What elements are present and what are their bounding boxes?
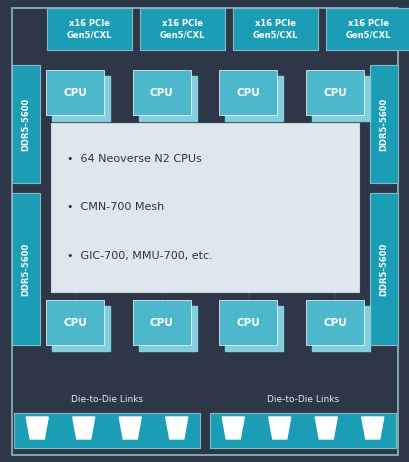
Bar (138, 306, 196, 351)
Text: Die-to-Die Links: Die-to-Die Links (71, 395, 143, 404)
Bar (14, 413, 200, 448)
Bar (369, 193, 397, 345)
Polygon shape (26, 417, 48, 439)
Text: •  GIC-700, MMU-700, etc.: • GIC-700, MMU-700, etc. (67, 251, 212, 261)
Polygon shape (222, 417, 244, 439)
Text: CPU: CPU (236, 317, 260, 328)
Text: CPU: CPU (236, 87, 260, 97)
Bar (311, 306, 369, 351)
Bar (139, 8, 225, 50)
Polygon shape (315, 417, 337, 439)
Text: CPU: CPU (63, 317, 87, 328)
Text: CPU: CPU (322, 87, 346, 97)
Polygon shape (165, 417, 187, 439)
Bar (133, 70, 190, 115)
Text: x16 PCIe
Gen5/CXL: x16 PCIe Gen5/CXL (252, 19, 297, 39)
Bar (305, 300, 363, 345)
Bar (46, 70, 104, 115)
Polygon shape (361, 417, 383, 439)
Text: Die-to-Die Links: Die-to-Die Links (266, 395, 338, 404)
Bar (12, 193, 40, 345)
Polygon shape (119, 417, 141, 439)
Text: CPU: CPU (149, 317, 173, 328)
Bar (369, 65, 397, 183)
Bar (133, 300, 190, 345)
Text: CPU: CPU (149, 87, 173, 97)
Polygon shape (268, 417, 290, 439)
Bar (12, 65, 40, 183)
Text: CPU: CPU (322, 317, 346, 328)
Text: DDR5-5600: DDR5-5600 (21, 243, 30, 296)
Bar (46, 300, 104, 345)
Text: •  CMN-700 Mesh: • CMN-700 Mesh (67, 202, 164, 213)
Bar (138, 76, 196, 121)
Bar (52, 76, 110, 121)
Text: CPU: CPU (63, 87, 87, 97)
Bar (209, 413, 395, 448)
Bar (47, 8, 132, 50)
Bar (52, 306, 110, 351)
Bar (305, 70, 363, 115)
Bar (225, 76, 283, 121)
Text: x16 PCIe
Gen5/CXL: x16 PCIe Gen5/CXL (345, 19, 390, 39)
Text: DDR5-5600: DDR5-5600 (379, 97, 388, 151)
Text: •  64 Neoverse N2 CPUs: • 64 Neoverse N2 CPUs (67, 154, 201, 164)
Bar (219, 300, 276, 345)
Bar (51, 123, 358, 292)
Polygon shape (72, 417, 94, 439)
Text: DDR5-5600: DDR5-5600 (21, 97, 30, 151)
Bar (232, 8, 317, 50)
Bar (311, 76, 369, 121)
Text: DDR5-5600: DDR5-5600 (379, 243, 388, 296)
Bar (325, 8, 409, 50)
Bar (219, 70, 276, 115)
Text: x16 PCIe
Gen5/CXL: x16 PCIe Gen5/CXL (160, 19, 204, 39)
Bar (225, 306, 283, 351)
Text: x16 PCIe
Gen5/CXL: x16 PCIe Gen5/CXL (67, 19, 112, 39)
